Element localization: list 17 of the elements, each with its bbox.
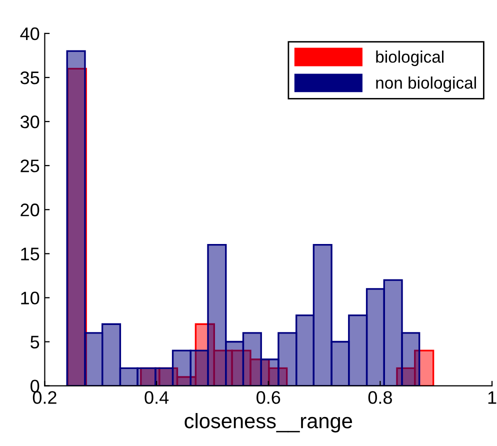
y-tick-label: 35: [20, 71, 40, 84]
y-tick-label: 40: [20, 27, 40, 40]
x-axis-title: closeness__range: [184, 413, 352, 432]
x-tick-label: 0.6: [256, 391, 280, 404]
x-tick-label: 0.4: [144, 391, 169, 404]
y-tick-label: 10: [21, 292, 40, 304]
legend-label: biological: [376, 50, 444, 66]
y-tick-label: 15: [21, 248, 40, 260]
y-tick-label: 20: [20, 204, 40, 216]
y-tick-label: 30: [20, 115, 40, 128]
legend-label: non biological: [376, 76, 476, 92]
x-tick-label: 0.8: [368, 391, 392, 404]
x-tick-label: 1: [488, 391, 496, 404]
y-tick-label: 0: [30, 380, 40, 393]
y-tick-label: 25: [20, 160, 40, 172]
y-tick-label: 5: [30, 336, 40, 348]
x-tick-label: 0.2: [32, 391, 56, 404]
